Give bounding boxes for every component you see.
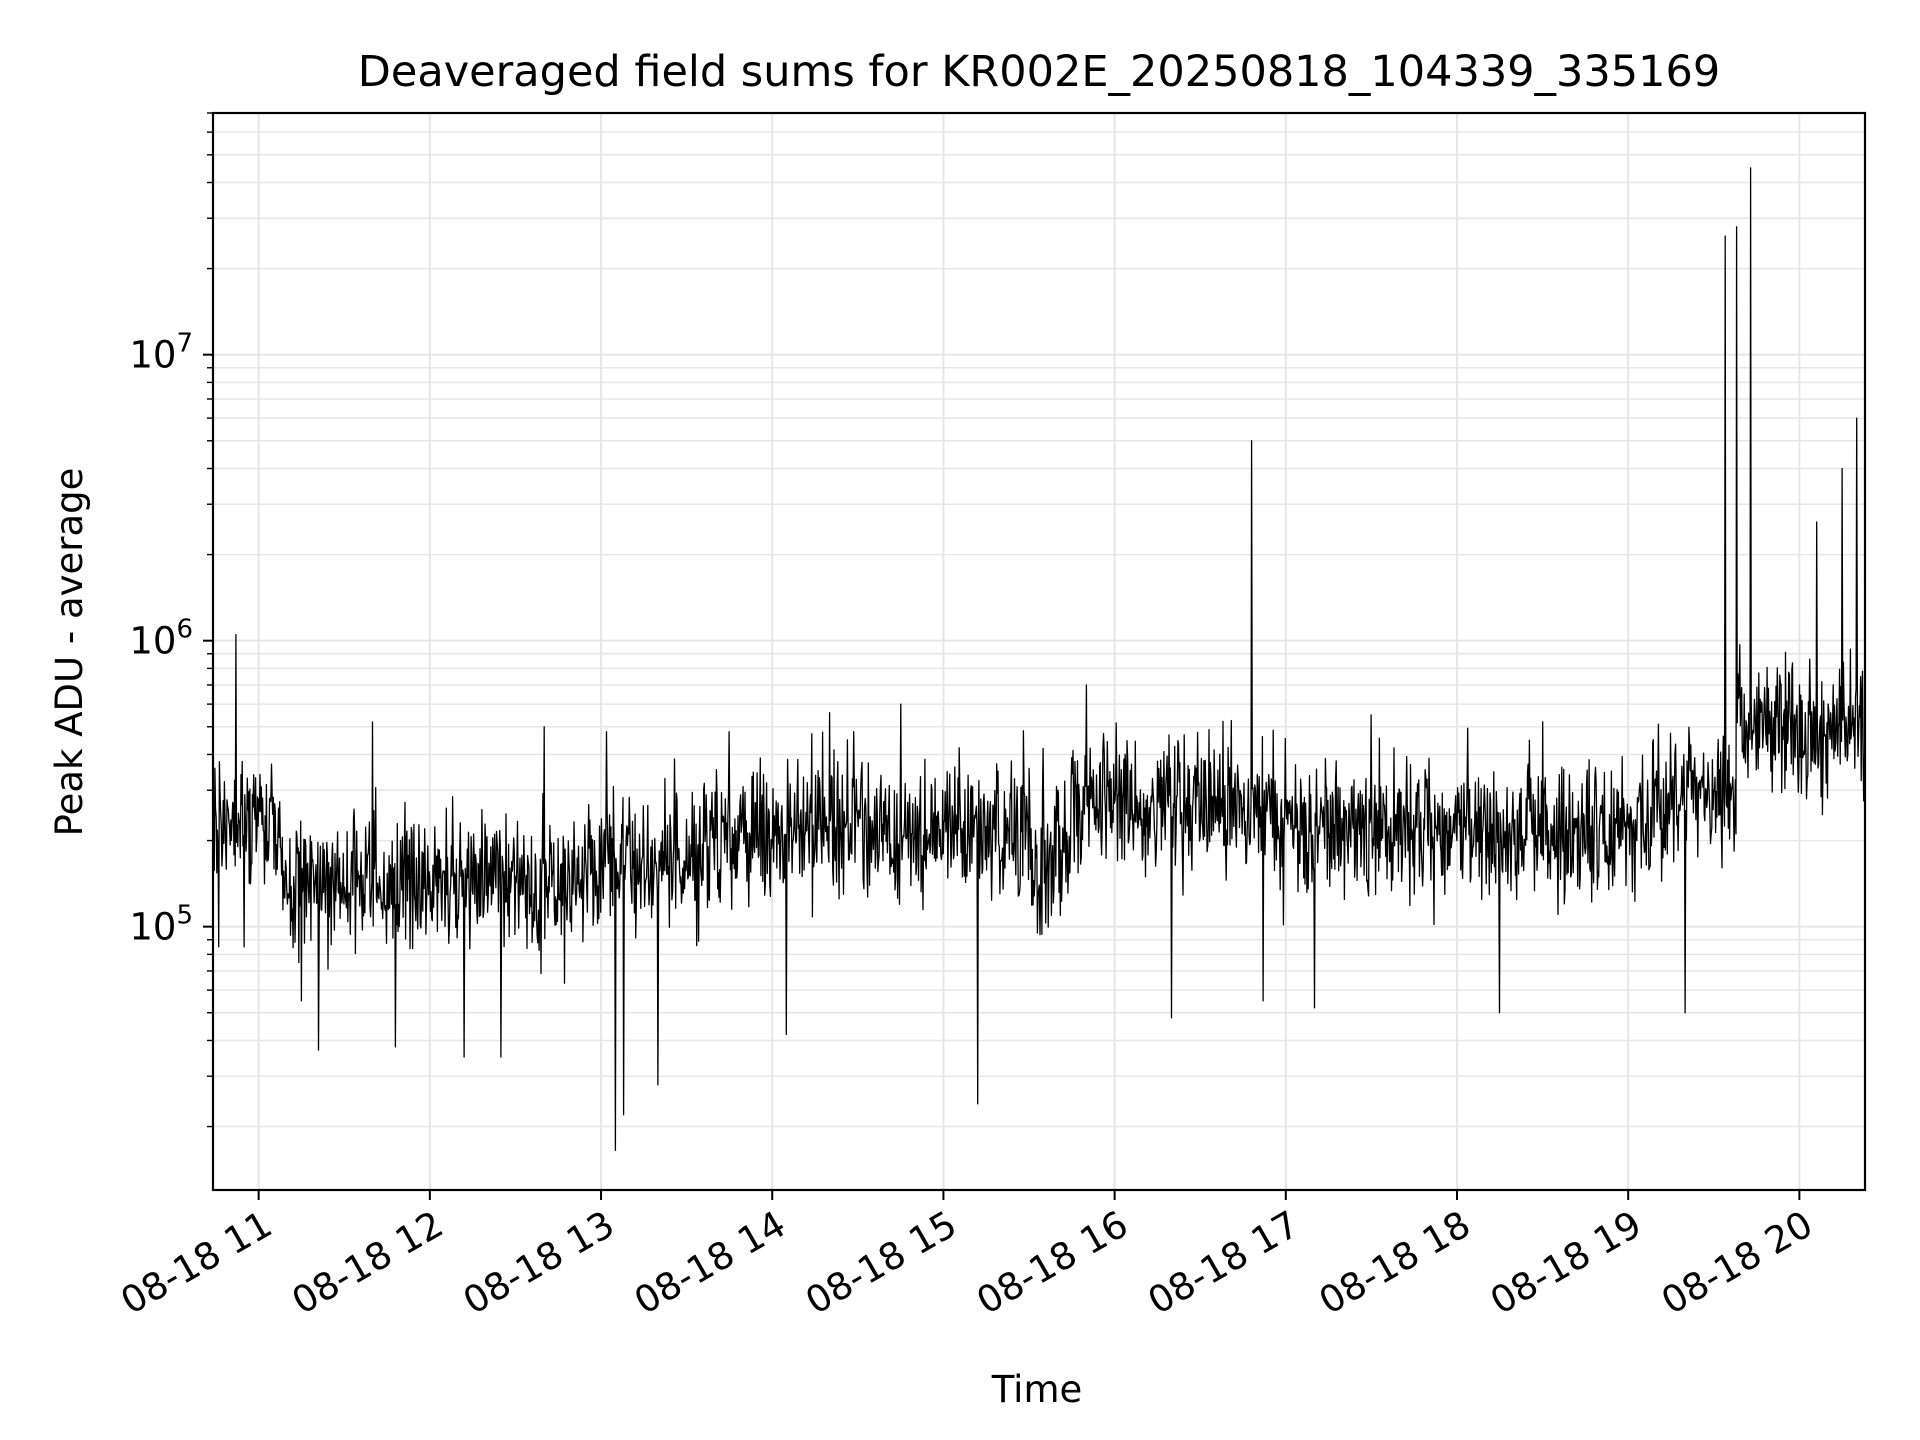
y-tick-label: 107: [129, 329, 193, 377]
y-axis: 105 106 107: [129, 112, 213, 1128]
chart-title: Deaveraged field sums for KR002E_2025081…: [358, 47, 1720, 97]
plot-frame: [211, 111, 1867, 1192]
series-line: [212, 167, 1866, 1152]
y-tick-label: 106: [129, 615, 193, 663]
y-tick-label: 105: [129, 901, 193, 949]
x-axis-label: Time: [991, 1368, 1083, 1411]
y-axis-label: Peak ADU - average: [48, 468, 91, 837]
series-layer: [212, 167, 1866, 1152]
